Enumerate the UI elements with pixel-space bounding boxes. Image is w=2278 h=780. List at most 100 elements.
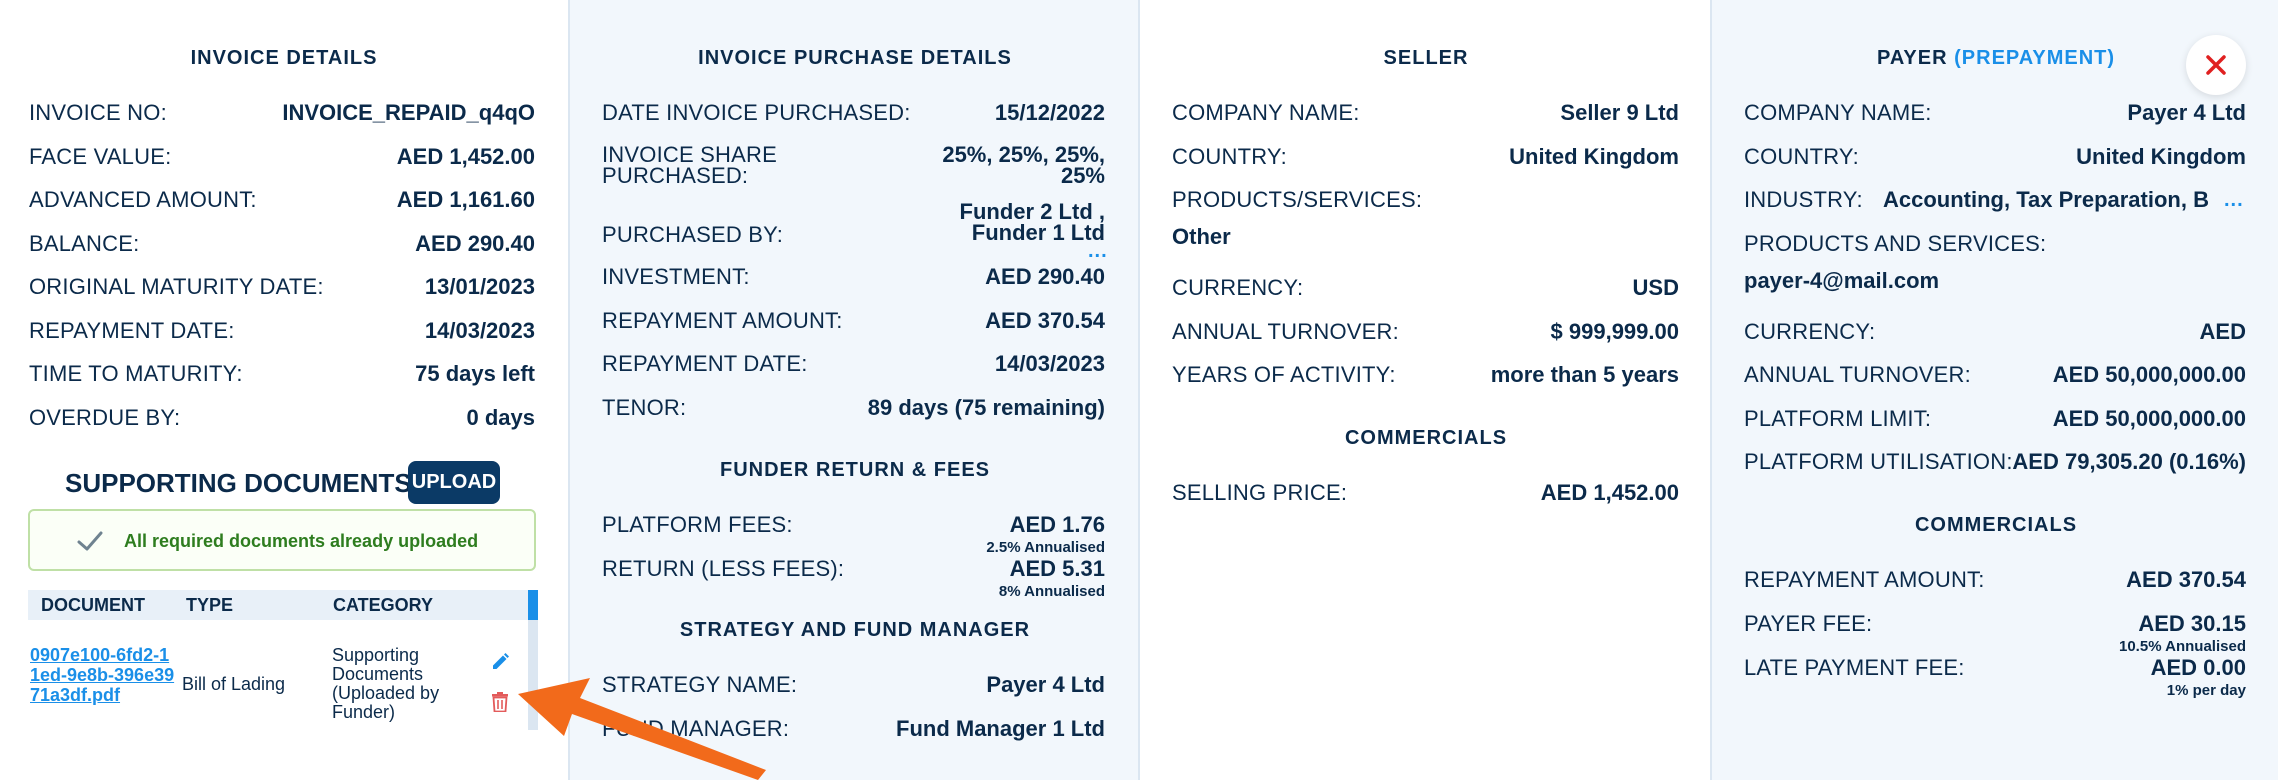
payer-company-value: Payer 4 Ltd — [2127, 100, 2246, 125]
balance-value: AED 290.40 — [415, 231, 535, 256]
seller-years-value: more than 5 years — [1490, 362, 1679, 387]
face-value-label: FACE VALUE: — [29, 144, 172, 169]
payer-repayment-value: AED 370.54 — [2126, 567, 2246, 592]
funder-return-title: FUNDER RETURN & FEES — [719, 459, 990, 481]
column-header-category: CATEGORY — [333, 595, 434, 615]
investment-value: AED 290.40 — [985, 264, 1105, 289]
repayment-amount-label: REPAYMENT AMOUNT: — [602, 308, 843, 333]
documents-uploaded-notice: All required documents already uploaded — [28, 509, 536, 571]
platform-utilisation-value: AED 79,305.20 (0.16%) — [2012, 449, 2246, 474]
pencil-icon[interactable] — [490, 652, 510, 672]
invoice-purchase-panel: INVOICE PURCHASE DETAILS DATE INVOICE PU… — [568, 0, 1138, 780]
invoice-share-label-line2: PURCHASED: — [602, 163, 749, 188]
invoice-share-value-line2: 25% — [1060, 163, 1105, 188]
close-icon — [2206, 55, 2226, 75]
seller-country-value: United Kingdom — [1509, 144, 1679, 169]
return-less-fees-value: AED 5.31 — [1009, 556, 1105, 581]
overdue-by-label: OVERDUE BY: — [29, 405, 181, 430]
invoice-no-label: INVOICE NO: — [29, 100, 167, 125]
advanced-amount-label: ADVANCED AMOUNT: — [29, 187, 257, 212]
platform-limit-value: AED 50,000,000.00 — [2052, 406, 2246, 431]
tenor-label: TENOR: — [602, 395, 687, 420]
column-header-document: DOCUMENT — [41, 595, 145, 615]
selling-price-value: AED 1,452.00 — [1540, 480, 1679, 505]
purchased-by-more-button[interactable]: ... — [1088, 240, 1108, 262]
late-payment-fee-rate: 1% per day — [2166, 682, 2246, 699]
documents-scrollbar-thumb[interactable] — [528, 590, 538, 620]
document-link[interactable]: 0907e100-6fd2-11ed-9e8b-396e3971a3df.pdf — [30, 645, 175, 705]
seller-panel: SELLER COMPANY NAME: Seller 9 Ltd COUNTR… — [1138, 0, 1710, 780]
late-payment-fee-value: AED 0.00 — [2150, 655, 2246, 680]
purchased-by-label: PURCHASED BY: — [602, 222, 784, 247]
payer-repayment-label: REPAYMENT AMOUNT: — [1744, 567, 1985, 592]
document-type: Bill of Lading — [182, 674, 286, 694]
invoice-details-panel: INVOICE DETAILS INVOICE NO: INVOICE_REPA… — [0, 0, 568, 780]
date-purchased-label: DATE INVOICE PURCHASED: — [602, 100, 911, 125]
date-purchased-value: 15/12/2022 — [994, 100, 1105, 125]
seller-currency-label: CURRENCY: — [1172, 275, 1304, 300]
invoice-purchase-title: INVOICE PURCHASE DETAILS — [698, 47, 1012, 69]
selling-price-label: SELLING PRICE: — [1172, 480, 1348, 505]
platform-fees-value: AED 1.76 — [1009, 512, 1105, 537]
balance-label: BALANCE: — [29, 231, 140, 256]
seller-years-label: YEARS OF ACTIVITY: — [1172, 362, 1396, 387]
invoice-details-title: INVOICE DETAILS — [190, 47, 378, 69]
payer-company-label: COMPANY NAME: — [1744, 100, 1932, 125]
payer-title: PAYER (PREPAYMENT) — [1712, 47, 2278, 70]
payer-panel: PAYER (PREPAYMENT) COMPANY NAME: Payer 4… — [1710, 0, 2278, 780]
checkmark-icon — [77, 531, 103, 551]
documents-scrollbar-track[interactable] — [528, 590, 538, 730]
strategy-name-label: STRATEGY NAME: — [602, 672, 798, 697]
return-annualised: 8% Annualised — [998, 583, 1105, 600]
payer-country-value: United Kingdom — [2076, 144, 2246, 169]
column-header-type: TYPE — [186, 595, 234, 615]
payer-turnover-label: ANNUAL TURNOVER: — [1744, 362, 1971, 387]
time-to-maturity-label: TIME TO MATURITY: — [29, 361, 243, 386]
original-maturity-label: ORIGINAL MATURITY DATE: — [29, 274, 324, 299]
invoice-share-label-line1: INVOICE SHARE — [602, 142, 777, 167]
notice-text: All required documents already uploaded — [124, 531, 479, 551]
tenor-value: 89 days (75 remaining) — [867, 395, 1105, 420]
upload-button[interactable]: UPLOAD — [408, 461, 500, 504]
face-value-value: AED 1,452.00 — [396, 144, 535, 169]
payer-commercials-title: COMMERCIALS — [1914, 514, 2078, 536]
seller-company-value: Seller 9 Ltd — [1560, 100, 1679, 125]
payer-fee-label: PAYER FEE: — [1744, 611, 1873, 636]
seller-products-value: Other — [1172, 224, 1231, 249]
strategy-title: STRATEGY AND FUND MANAGER — [679, 619, 1031, 641]
advanced-amount-value: AED 1,161.60 — [396, 187, 535, 212]
seller-turnover-label: ANNUAL TURNOVER: — [1172, 319, 1399, 344]
payer-currency-label: CURRENCY: — [1744, 319, 1876, 344]
platform-fees-label: PLATFORM FEES: — [602, 512, 793, 537]
late-payment-fee-label: LATE PAYMENT FEE: — [1744, 655, 1965, 680]
payer-industry-more-button[interactable]: ... — [2224, 189, 2244, 211]
trash-icon[interactable] — [491, 692, 509, 712]
seller-title: SELLER — [1383, 47, 1469, 69]
purchase-repayment-date-label: REPAYMENT DATE: — [602, 351, 808, 376]
purchase-repayment-date-value: 14/03/2023 — [994, 351, 1105, 376]
payer-industry-label: INDUSTRY: — [1744, 187, 1863, 212]
platform-utilisation-label: PLATFORM UTILISATION: — [1744, 449, 2013, 474]
seller-company-label: COMPANY NAME: — [1172, 100, 1360, 125]
supporting-documents-title: SUPPORTING DOCUMENTS — [65, 468, 412, 498]
fund-manager-value: Fund Manager 1 Ltd — [896, 716, 1105, 741]
overdue-by-value: 0 days — [466, 405, 536, 430]
payer-industry-value: Accounting, Tax Preparation, B — [1883, 187, 2209, 212]
payer-products-value: payer-4@mail.com — [1744, 268, 1940, 293]
platform-fees-annualised: 2.5% Annualised — [986, 539, 1105, 556]
document-category: Supporting Documents (Uploaded by Funder… — [332, 645, 440, 722]
close-button[interactable] — [2186, 35, 2246, 95]
payer-fee-annualised: 10.5% Annualised — [2119, 638, 2246, 655]
invoice-no-value: INVOICE_REPAID_q4qO — [282, 100, 535, 125]
repayment-date-label: REPAYMENT DATE: — [29, 318, 235, 343]
time-to-maturity-value: 75 days left — [415, 361, 535, 386]
repayment-amount-value: AED 370.54 — [985, 308, 1105, 333]
original-maturity-value: 13/01/2023 — [424, 274, 535, 299]
purchased-by-value-line2: Funder 1 Ltd — [971, 220, 1105, 245]
annotation-arrow — [518, 678, 766, 780]
payer-products-label: PRODUCTS AND SERVICES: — [1744, 231, 2047, 256]
payer-title-text: PAYER — [1876, 47, 1948, 69]
seller-products-label: PRODUCTS/SERVICES: — [1172, 187, 1423, 212]
seller-currency-value: USD — [1632, 275, 1679, 300]
payer-turnover-value: AED 50,000,000.00 — [2052, 362, 2246, 387]
